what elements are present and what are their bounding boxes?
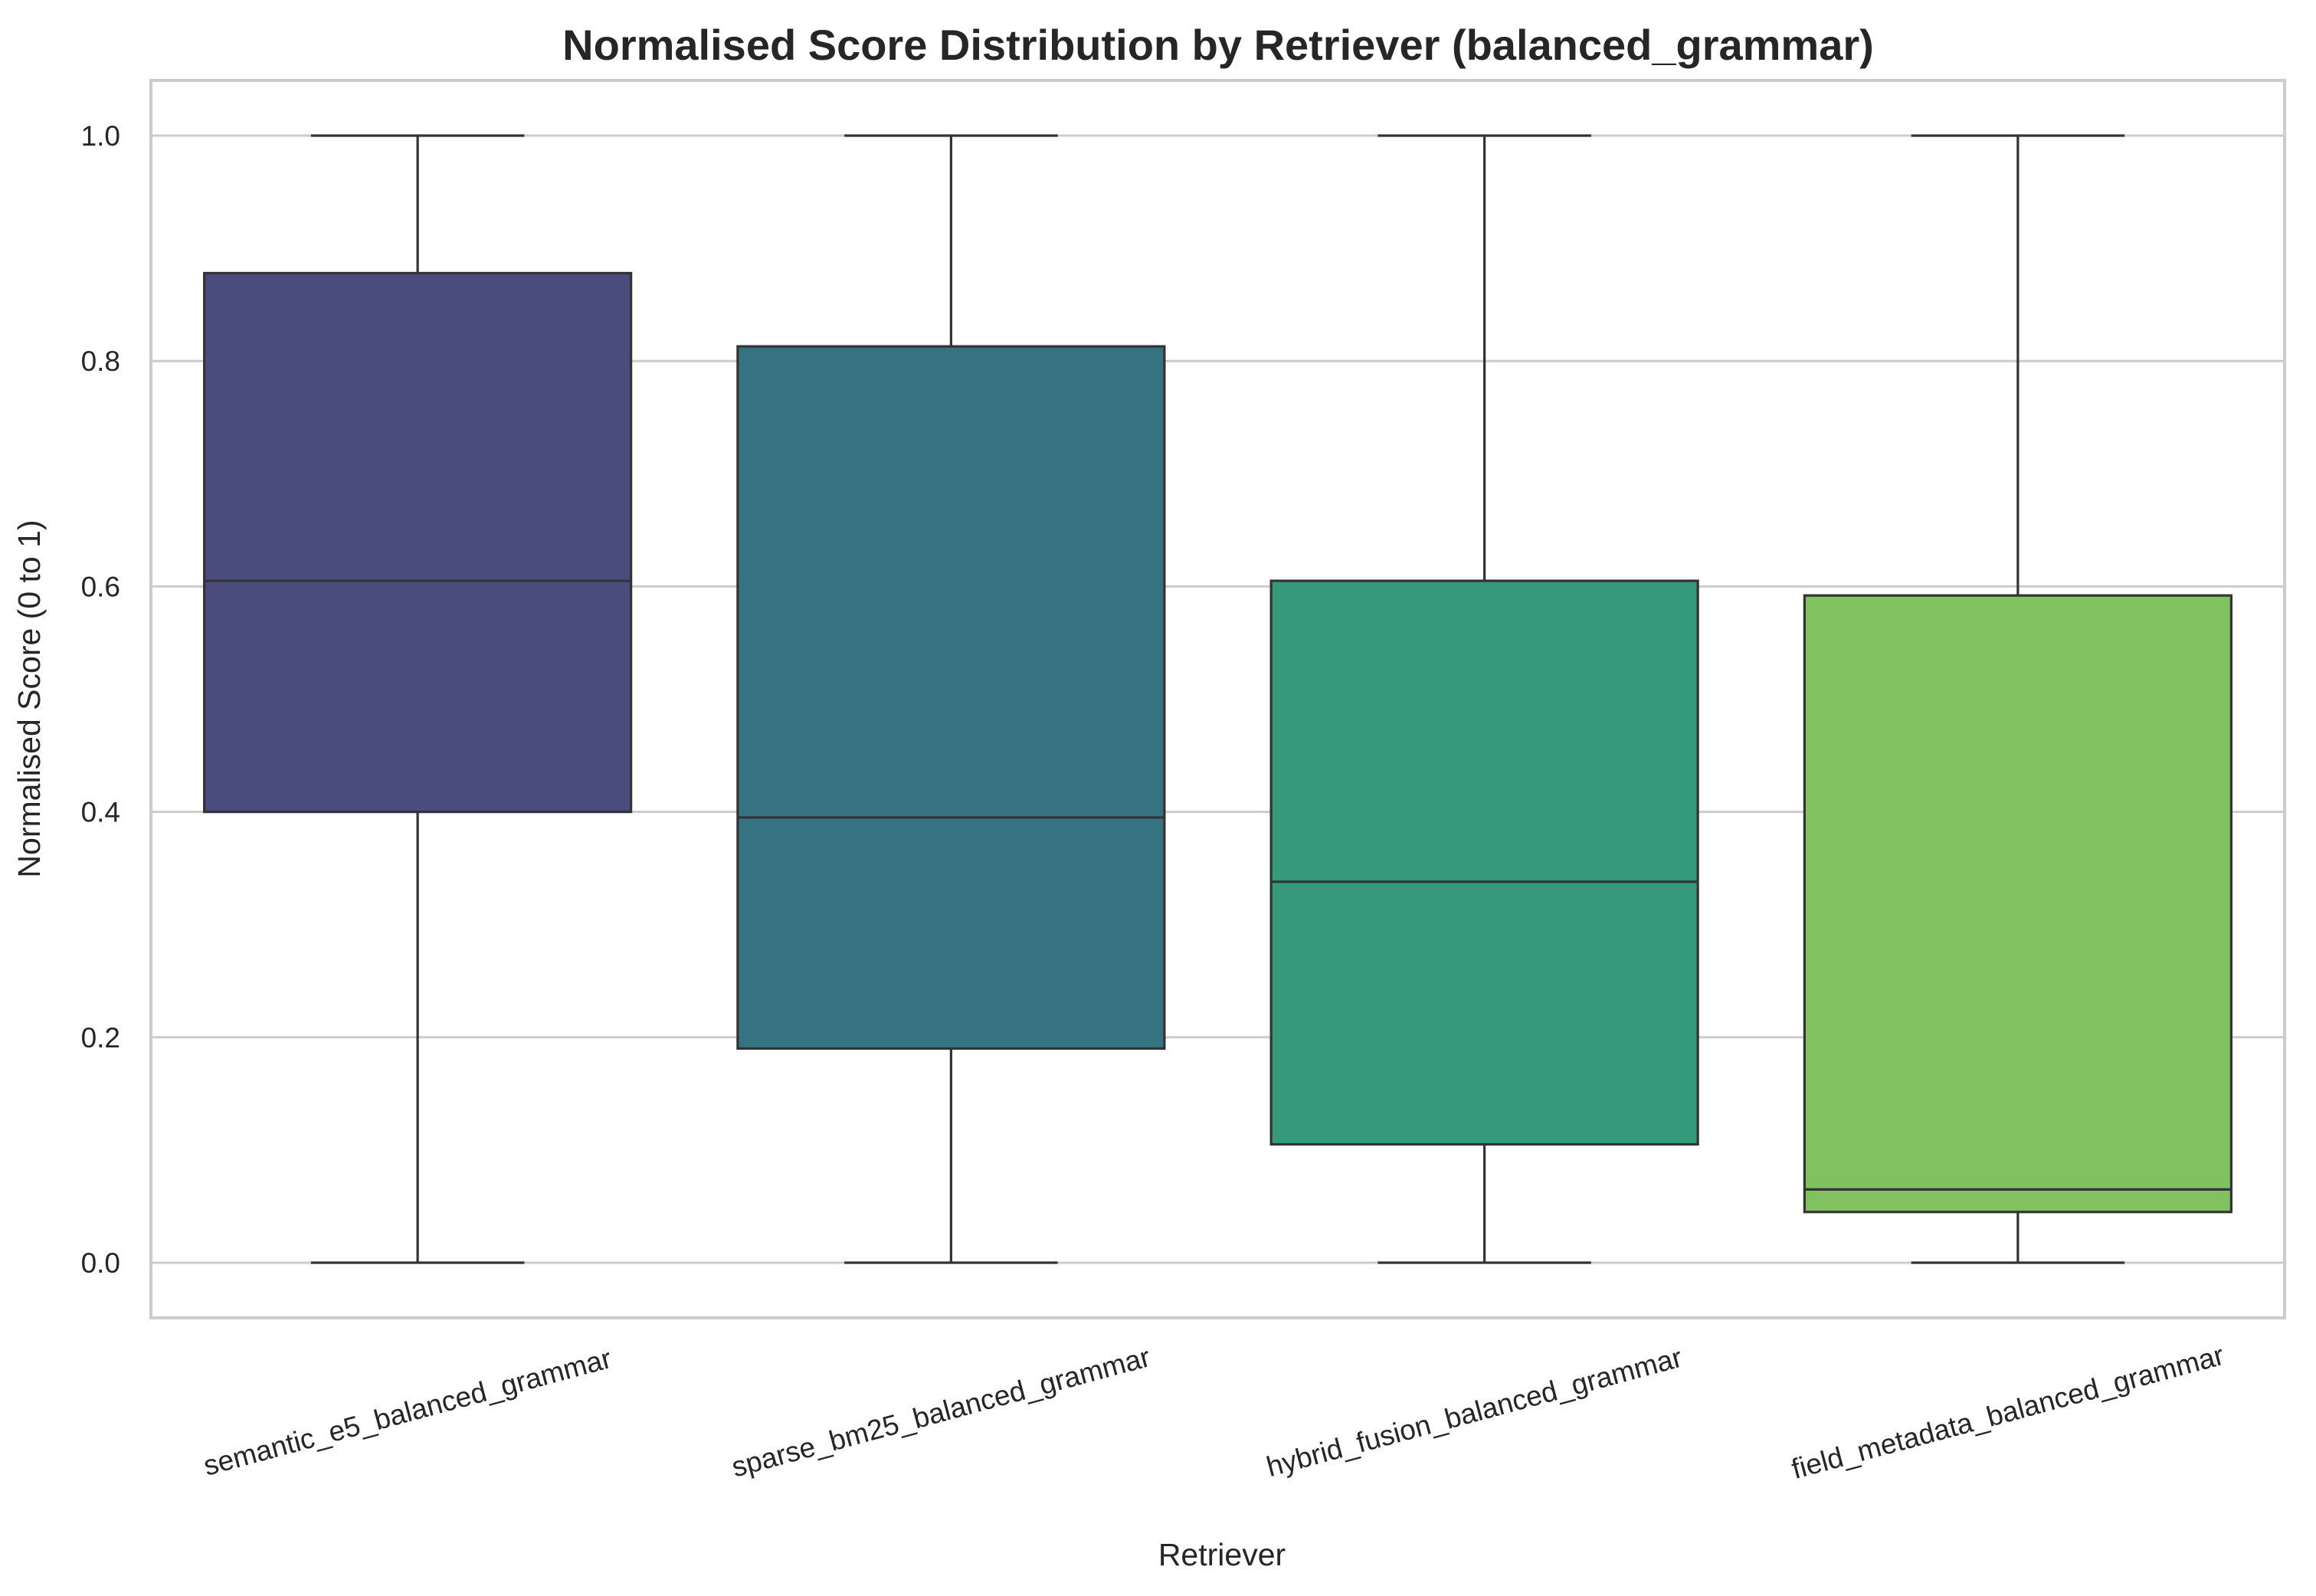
plot-frame [149,79,2286,1319]
x-axis-label: Retriever [1158,1537,1286,1572]
box-group [1803,134,2232,1264]
x-tick-label: field_metadata_balanced_grammar [1788,1339,2227,1485]
box-group [1269,134,1699,1264]
y-tick-label: 0.0 [81,1247,120,1279]
box-group [736,134,1166,1264]
x-tick-labels: semantic_e5_balanced_grammar sparse_bm25_… [200,1339,2227,1485]
y-tick-label: 0.2 [81,1022,120,1054]
iqr-box [1803,594,2232,1214]
y-axis-label: Normalised Score (0 to 1) [11,519,47,877]
x-tick-label: semantic_e5_balanced_grammar [200,1342,614,1482]
y-tick-label: 1.0 [81,120,120,152]
y-tick-label: 0.4 [81,797,120,828]
iqr-box [203,271,633,814]
box-group [203,134,633,1264]
x-tick-label: sparse_bm25_balanced_grammar [729,1341,1154,1483]
chart-title: Normalised Score Distribution by Retriev… [562,21,1874,69]
iqr-box [736,345,1166,1050]
x-tick-label: hybrid_fusion_balanced_grammar [1263,1342,1685,1483]
y-tick-label: 0.6 [81,571,120,602]
iqr-box [1269,579,1699,1146]
y-tick-labels: 0.0 0.2 0.4 0.6 0.8 1.0 [81,120,120,1279]
y-tick-label: 0.8 [81,346,120,377]
boxes [203,134,2232,1264]
